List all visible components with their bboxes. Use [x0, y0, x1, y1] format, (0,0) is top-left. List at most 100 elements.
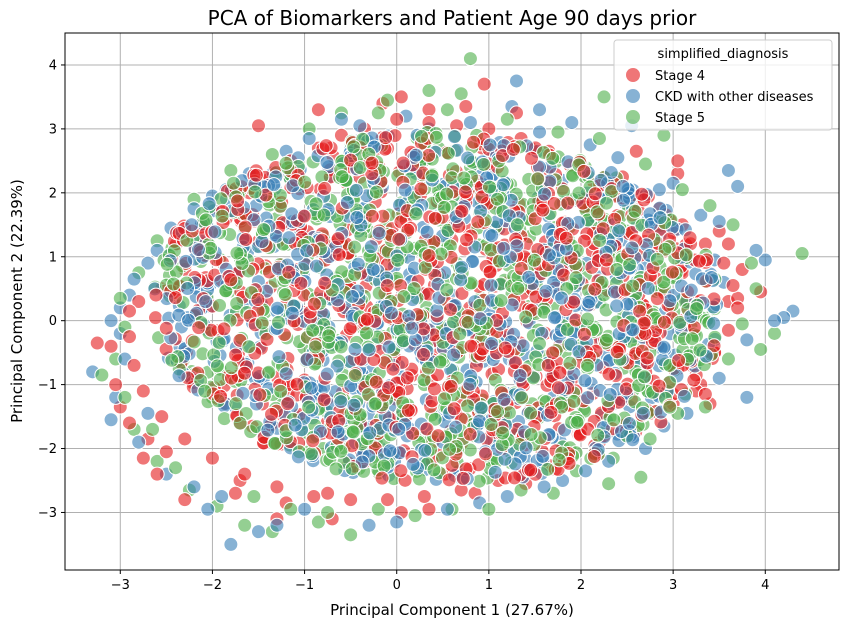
- data-point-cloud: [277, 287, 293, 303]
- data-point-cloud: [271, 349, 287, 365]
- data-point-cloud: [305, 433, 321, 449]
- data-point-cloud: [510, 280, 526, 296]
- data-point-cloud: [299, 243, 315, 259]
- data-point-cloud: [250, 292, 266, 308]
- data-point-cloud: [256, 222, 272, 238]
- data-point-cloud: [568, 270, 584, 286]
- data-point-cloud: [333, 443, 349, 459]
- data-point-cloud: [609, 344, 625, 360]
- data-point-cloud: [252, 387, 268, 403]
- x-axis-label: Principal Component 1 (27.67%): [330, 601, 574, 619]
- data-point-cloud: [148, 310, 164, 326]
- data-point-cloud: [397, 182, 413, 198]
- data-point-cloud: [381, 339, 397, 355]
- data-point-cloud: [235, 385, 251, 401]
- data-point-stage-5: [753, 341, 769, 357]
- data-point-cloud: [305, 322, 321, 338]
- data-point-stage-5: [370, 501, 386, 517]
- data-point-stage-5: [380, 92, 395, 108]
- data-point-cloud: [496, 392, 512, 408]
- data-point-stage-5: [320, 504, 336, 520]
- data-point-cloud: [446, 129, 462, 145]
- data-point-cloud: [543, 404, 559, 420]
- data-point-cloud: [497, 451, 513, 467]
- data-point-cloud: [278, 155, 294, 171]
- data-point-cloud: [560, 195, 576, 211]
- data-point-cloud: [393, 463, 409, 479]
- data-point-cloud: [228, 347, 244, 363]
- data-point-cloud: [318, 138, 334, 154]
- y-axis-label: Principal Component 2 (22.39%): [8, 179, 26, 423]
- data-point-cloud: [581, 294, 597, 310]
- data-point-cloud: [406, 281, 422, 297]
- data-point-cloud: [496, 240, 512, 256]
- data-point-cloud: [671, 352, 687, 368]
- data-point-cloud: [627, 203, 643, 219]
- x-tick-label: 3: [669, 578, 677, 593]
- data-point-cloud: [656, 314, 672, 330]
- data-point-ckd-with-other-diseases: [301, 130, 317, 146]
- data-point-ckd-with-other-diseases: [711, 370, 727, 386]
- data-point-cloud: [158, 320, 174, 336]
- data-point-cloud: [408, 147, 424, 163]
- data-point-cloud: [506, 470, 522, 486]
- data-point-cloud: [334, 169, 350, 185]
- data-point-stage-4: [237, 466, 253, 482]
- data-point-stage-4: [122, 329, 137, 345]
- data-point-cloud: [319, 366, 335, 382]
- data-point-cloud: [408, 206, 424, 222]
- data-point-cloud: [706, 338, 722, 354]
- data-point-cloud: [523, 426, 539, 442]
- data-point-cloud: [577, 373, 593, 389]
- data-point-cloud: [593, 172, 609, 188]
- data-point-cloud: [518, 440, 534, 456]
- data-point-cloud: [420, 360, 436, 376]
- data-point-cloud: [656, 339, 672, 355]
- data-point-cloud: [484, 336, 500, 352]
- y-tick-label: 1: [49, 250, 57, 265]
- data-point-stage-4: [122, 415, 137, 431]
- data-point-stage-4: [149, 466, 165, 482]
- data-point-cloud: [562, 355, 578, 371]
- data-point-cloud: [342, 321, 358, 337]
- data-point-cloud: [545, 150, 561, 166]
- data-point-cloud: [442, 441, 458, 457]
- data-point-stage-4: [177, 431, 193, 447]
- data-point-cloud: [209, 358, 225, 374]
- x-tick-label: 1: [485, 578, 493, 593]
- data-point-cloud: [316, 207, 332, 223]
- points-layer: [85, 51, 810, 552]
- data-point-cloud: [266, 177, 282, 193]
- data-point-cloud: [455, 470, 471, 486]
- data-point-cloud: [400, 403, 416, 419]
- data-point-cloud: [571, 344, 587, 360]
- data-point-cloud: [260, 422, 276, 438]
- data-point-cloud: [330, 231, 346, 247]
- data-point-cloud: [598, 252, 614, 268]
- y-tick-label: −3: [38, 506, 57, 521]
- data-point-cloud: [184, 217, 200, 233]
- data-point-cloud: [482, 179, 498, 195]
- data-point-cloud: [378, 130, 394, 146]
- data-point-cloud: [571, 185, 587, 201]
- data-point-cloud: [452, 326, 468, 342]
- data-point-cloud: [171, 368, 187, 384]
- data-point-cloud: [514, 390, 530, 406]
- data-point-cloud: [237, 365, 253, 381]
- data-point-stage-5: [481, 501, 497, 517]
- data-point-cloud: [346, 139, 362, 155]
- data-point-stage-4: [177, 492, 193, 508]
- data-point-stage-5: [310, 514, 326, 530]
- data-point-ckd-with-other-diseases: [103, 313, 119, 329]
- data-point-stage-4: [269, 479, 285, 495]
- data-point-stage-5: [596, 89, 612, 105]
- data-point-cloud: [615, 192, 631, 208]
- data-point-stage-4: [393, 89, 409, 105]
- data-point-stage-4: [628, 143, 644, 159]
- data-point-cloud: [509, 217, 525, 233]
- data-point-cloud: [212, 297, 228, 313]
- data-point-cloud: [554, 290, 570, 306]
- data-point-stage-5: [112, 290, 128, 306]
- data-point-cloud: [303, 446, 319, 462]
- data-point-cloud: [414, 128, 430, 144]
